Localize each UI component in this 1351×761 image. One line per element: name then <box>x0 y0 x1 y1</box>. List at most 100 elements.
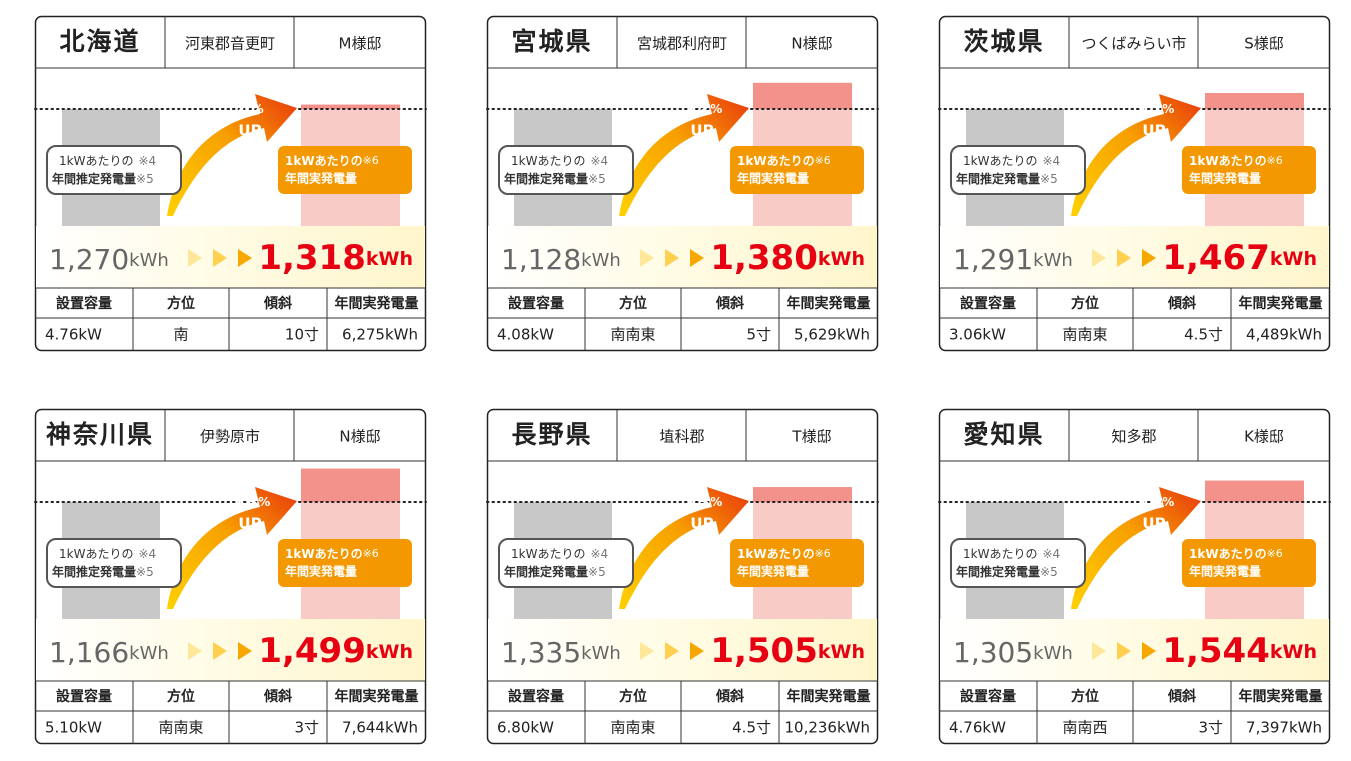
actual-text: 1kWあたりの※6 <box>737 154 831 168</box>
percent-sign: % <box>710 495 722 509</box>
table-value: 4,489kWh <box>1246 326 1322 344</box>
table-header: 設置容量 <box>56 295 112 312</box>
table-value: 3.06kW <box>949 326 1006 344</box>
actual-text: 1kWあたりの※6 <box>1189 547 1283 561</box>
table-value: 南 <box>173 326 188 344</box>
table-value: 南南西 <box>1062 719 1107 737</box>
actual-text: 年間実発電量 <box>285 564 357 579</box>
up-label: UP <box>1142 515 1165 533</box>
note: ※4 <box>138 547 156 561</box>
actual-value: 1,318kWh <box>258 238 413 278</box>
table-value: 4.76kW <box>949 719 1006 737</box>
unit: kWh <box>1033 643 1073 664</box>
table-value: 5.10kW <box>45 719 102 737</box>
table-header: 方位 <box>1071 295 1099 312</box>
note: ※4 <box>138 154 156 168</box>
table-header: 傾斜 <box>263 295 292 312</box>
unit: kWh <box>1270 641 1317 663</box>
unit: kWh <box>1270 248 1317 270</box>
actual-excess <box>301 104 400 109</box>
table-value: 4.08kW <box>497 326 554 344</box>
actual-excess <box>753 487 852 502</box>
actual-line: 1kWあたりの <box>1189 547 1267 561</box>
table-value: 3寸 <box>1198 719 1223 737</box>
increase: 13% <box>684 491 722 513</box>
estimate-line: 年間推定発電量 <box>956 564 1040 579</box>
estimated-value: 1,166kWh <box>49 636 169 669</box>
unit: kWh <box>581 643 621 664</box>
chevron <box>213 642 227 660</box>
value: 1,544 <box>1162 631 1270 671</box>
estimate-text: 年間推定発電量※5 <box>52 171 154 186</box>
table-value: 4.5寸 <box>732 719 771 737</box>
table-header: 傾斜 <box>715 295 744 312</box>
actual-text: 年間実発電量 <box>737 564 809 579</box>
increase-value: 22 <box>684 98 710 120</box>
chevron <box>238 249 252 267</box>
value-strip <box>36 226 425 288</box>
up-arrow <box>167 487 297 609</box>
city: 伊勢原市 <box>200 428 260 446</box>
estimated-value: 1,291kWh <box>953 243 1073 276</box>
chevron <box>188 249 202 267</box>
chevron <box>1092 249 1106 267</box>
unit: kWh <box>1033 250 1073 271</box>
estimate-callout <box>46 145 182 195</box>
house: N様邸 <box>791 35 832 53</box>
value-strip <box>940 226 1329 288</box>
table-header: 年間実発電量 <box>335 295 419 312</box>
estimate-text: 1kWあたりの ※4 <box>511 547 608 561</box>
up-arrow <box>1071 487 1201 609</box>
unit: kWh <box>818 248 865 270</box>
actual-callout <box>278 539 412 587</box>
unit: kWh <box>581 250 621 271</box>
prefecture: 神奈川県 <box>46 420 154 449</box>
increase: 22% <box>684 98 722 120</box>
actual-excess <box>1205 480 1304 502</box>
estimate-line: 1kWあたりの <box>963 547 1037 561</box>
table-header: 年間実発電量 <box>335 688 419 705</box>
table-header: 設置容量 <box>960 688 1016 705</box>
table-header: 設置容量 <box>508 688 564 705</box>
table-header: 設置容量 <box>960 295 1016 312</box>
increase-value: 13 <box>684 491 710 513</box>
note: ※6 <box>815 154 831 167</box>
actual-line: 1kWあたりの <box>737 547 815 561</box>
percent-sign: % <box>252 102 264 116</box>
estimate-text: 年間推定発電量※5 <box>52 564 154 579</box>
up-label: UP <box>690 515 713 533</box>
estimate-line: 年間推定発電量 <box>52 564 136 579</box>
estimate-line: 年間推定発電量 <box>504 564 588 579</box>
estimate-line: 1kWあたりの <box>511 154 585 168</box>
note: ※6 <box>1267 547 1283 560</box>
estimate-callout <box>950 538 1086 588</box>
actual-text: 年間実発電量 <box>1189 171 1261 186</box>
note: ※6 <box>1267 154 1283 167</box>
chevron <box>1142 642 1156 660</box>
value: 1,318 <box>258 238 366 278</box>
value: 1,305 <box>953 636 1033 669</box>
house: N様邸 <box>339 428 380 446</box>
value: 1,505 <box>710 631 818 671</box>
actual-excess <box>753 82 852 109</box>
estimate-callout <box>498 538 634 588</box>
actual-text: 年間実発電量 <box>285 171 357 186</box>
unit: kWh <box>366 248 413 270</box>
actual-text: 年間実発電量 <box>737 171 809 186</box>
prefecture: 宮城県 <box>511 27 592 56</box>
increase-value: 19 <box>1136 491 1162 513</box>
estimate-text: 1kWあたりの ※4 <box>963 154 1060 168</box>
chevron <box>640 642 654 660</box>
prefecture: 茨城県 <box>963 27 1044 56</box>
up-label: UP <box>690 122 713 140</box>
increase-value: 14 <box>1136 98 1162 120</box>
actual-text: 1kWあたりの※6 <box>737 547 831 561</box>
actual-text: 年間実発電量 <box>1189 564 1261 579</box>
chevron <box>238 642 252 660</box>
city: 河東郡音更町 <box>185 35 275 53</box>
unit: kWh <box>818 641 865 663</box>
increase: 19% <box>1136 491 1174 513</box>
